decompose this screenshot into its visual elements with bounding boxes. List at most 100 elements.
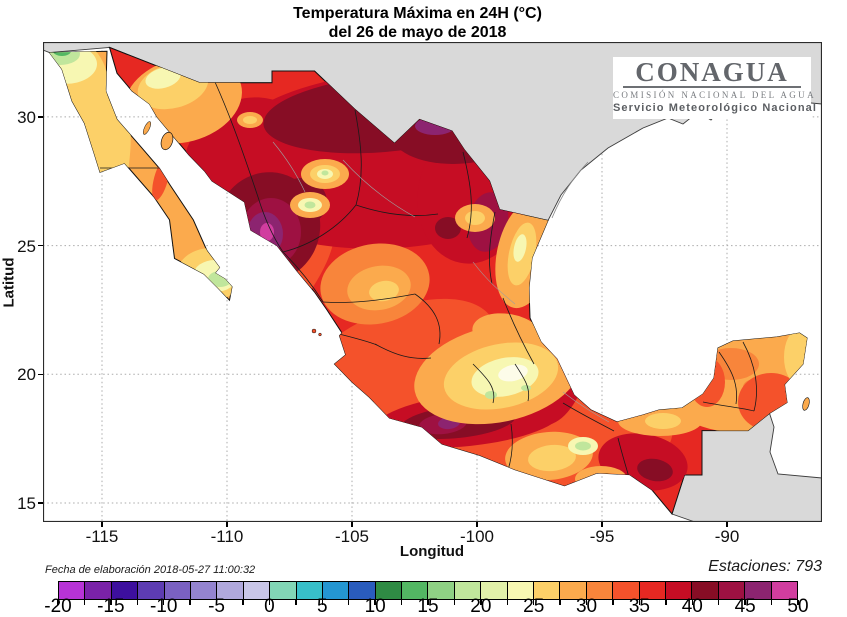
colorbar-tick-label: 5 — [316, 596, 328, 617]
colorbar-tick — [163, 600, 165, 605]
x-axis-tick-label: -110 — [210, 527, 244, 546]
x-axis-tick-label: -100 — [459, 527, 495, 546]
colorbar-tick — [691, 600, 693, 605]
colorbar-tick — [348, 600, 350, 605]
y-axis-tick — [38, 502, 43, 504]
colorbar-cell — [481, 582, 508, 599]
colorbar-tick-label: 50 — [787, 596, 809, 617]
x-axis-tick — [226, 522, 228, 527]
plot-frame — [42, 41, 823, 523]
y-axis-tick-label: 20 — [17, 365, 36, 385]
conagua-logo-box: CONAGUA COMISIÓN NACIONAL DEL AGUA Servi… — [613, 57, 816, 119]
colorbar-cell — [59, 582, 86, 599]
colorbar-tick — [612, 600, 614, 605]
x-axis-tick — [726, 522, 728, 527]
colorbar-cell — [639, 582, 666, 599]
colorbar-tick — [242, 600, 244, 605]
colorbar-tick — [400, 600, 403, 605]
conagua-logo-wordmark: CONAGUA — [635, 57, 789, 87]
colorbar-tick — [189, 600, 191, 605]
stations-count-text: Estaciones: 793 — [708, 558, 822, 575]
x-axis-tick-label: -115 — [85, 527, 119, 546]
colorbar-tick-label: 20 — [470, 596, 492, 617]
colorbar-cell — [85, 582, 112, 599]
y-axis-label: Latitud — [0, 257, 18, 308]
colorbar-cell — [270, 582, 297, 599]
colorbar-tick-label: -15 — [97, 596, 125, 617]
temperature-map-plot — [42, 41, 823, 523]
colorbar-cell — [560, 582, 587, 599]
colorbar-cell — [534, 582, 561, 599]
colorbar-cell — [217, 582, 244, 599]
elaboration-date-text: Fecha de elaboración 2018-05-27 11:00:32 — [45, 564, 256, 576]
logo-divider-rule — [623, 86, 801, 88]
x-axis-tick — [101, 522, 103, 527]
colorbar-tick — [453, 600, 456, 605]
colorbar-tick-label: -10 — [149, 596, 178, 617]
logo-subtitle-comision: COMISIÓN NACIONAL DEL AGUA — [613, 90, 816, 100]
colorbar-tick — [585, 600, 588, 605]
colorbar-tick — [638, 600, 641, 605]
colorbar-tick — [770, 600, 773, 605]
colorbar-tick-label: -5 — [208, 596, 226, 617]
colorbar-tick — [744, 600, 746, 605]
colorbar-tick — [110, 600, 112, 605]
colorbar-tick — [559, 600, 561, 605]
colorbar-tick-label: 40 — [681, 596, 703, 617]
colorbar-tick — [374, 600, 376, 605]
colorbar-tick — [321, 600, 323, 605]
colorbar-cell — [402, 582, 429, 599]
colorbar-tick-label: 35 — [628, 596, 650, 617]
colorbar-cell — [375, 582, 403, 599]
colorbar-cell — [745, 582, 772, 599]
state-boundaries — [100, 81, 757, 489]
colorbar-cell — [296, 582, 323, 599]
colorbar-cell — [164, 582, 191, 599]
colorbar-cell — [454, 582, 482, 599]
y-axis-tick-label: 30 — [17, 107, 36, 127]
colorbar-tick-label: 0 — [264, 596, 275, 617]
colorbar-tick-label: 45 — [734, 596, 756, 617]
islands — [143, 121, 810, 411]
colorbar-tick — [83, 600, 86, 605]
colorbar-tick — [427, 600, 429, 605]
x-axis-tick — [476, 522, 478, 527]
y-axis-tick — [38, 116, 43, 118]
y-axis-tick-label: 25 — [17, 236, 36, 256]
colorbar-cell — [138, 582, 165, 599]
y-axis-tick — [38, 244, 43, 247]
colorbar-cell — [428, 582, 455, 599]
colorbar-cell — [586, 582, 614, 599]
colorbar-tick — [718, 600, 720, 605]
colorbar-tick — [665, 600, 667, 605]
colorbar-tick — [506, 600, 508, 605]
colorbar-cell — [665, 582, 693, 599]
map-title-line1: Temperatura Máxima en 24H (°C) — [293, 5, 542, 22]
x-axis-label: Longitud — [399, 543, 465, 560]
colorbar-cell — [243, 582, 271, 599]
barrier-island-line — [551, 161, 589, 219]
colorbar-cell — [190, 582, 218, 599]
colorbar-tick — [295, 600, 297, 605]
colorbar-tick — [268, 600, 271, 605]
colorbar-cell — [692, 582, 719, 599]
colorbar-cell — [613, 582, 640, 599]
colorbar-cell — [349, 582, 376, 599]
colorbar-tick-label: -20 — [44, 596, 72, 617]
colorbar-cell — [322, 582, 350, 599]
colorbar-tick-label: 10 — [364, 596, 386, 617]
temperature-colorbar — [58, 581, 798, 600]
x-axis-tick — [351, 522, 353, 527]
colorbar-tick — [57, 600, 59, 605]
colorbar-cell — [771, 582, 797, 599]
colorbar-tick — [533, 600, 535, 605]
colorbar-tick-label: 25 — [523, 596, 545, 617]
colorbar-tick-label: 15 — [417, 596, 439, 617]
colorbar-cell — [507, 582, 535, 599]
colorbar-tick — [215, 600, 218, 605]
colorbar-tick-label: 30 — [575, 596, 598, 617]
y-axis-tick-label: 15 — [17, 494, 36, 513]
y-axis-tick — [38, 373, 43, 375]
river-lines — [272, 141, 610, 423]
